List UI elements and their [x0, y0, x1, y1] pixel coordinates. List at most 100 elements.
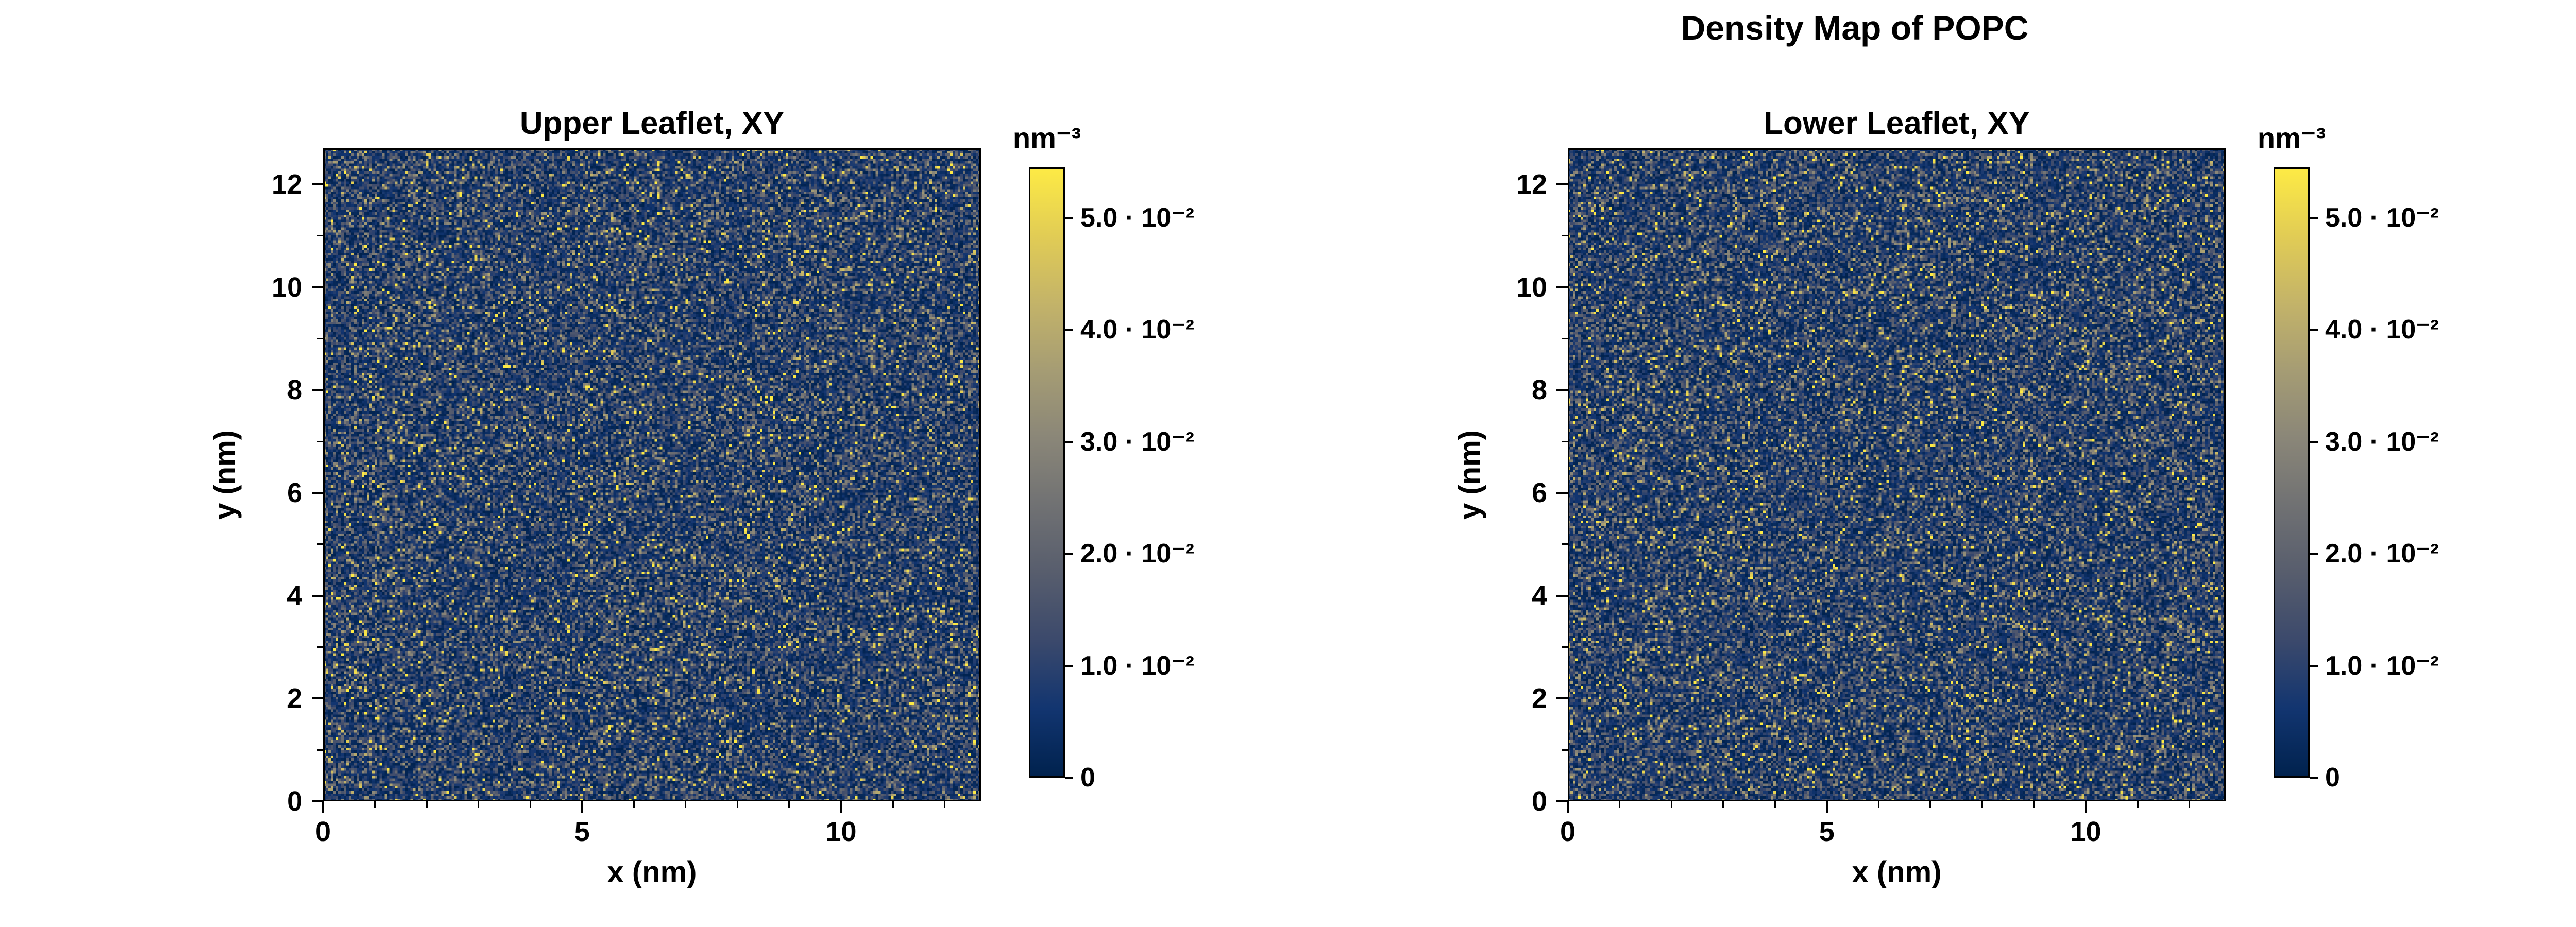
y-tick-label: 8	[1531, 374, 1547, 406]
x-tick-label: 10	[2070, 816, 2102, 847]
colorbar-tick-mark	[1065, 329, 1073, 331]
colorbar-tick-label: 5.0 · 10⁻²	[2325, 202, 2439, 233]
density-canvas-1	[1568, 148, 2226, 801]
x-minor-tick-mark	[2137, 801, 2139, 808]
y-tick-mark	[1556, 491, 1568, 494]
colorbar-tick-mark	[2310, 216, 2318, 219]
x-tick-mark	[840, 801, 842, 813]
x-minor-tick-mark	[1670, 801, 1672, 808]
y-tick-mark	[1556, 697, 1568, 700]
y-minor-tick-mark	[317, 646, 323, 648]
colorbar	[2274, 167, 2310, 778]
x-minor-tick-mark	[374, 801, 376, 808]
y-tick-mark	[312, 594, 323, 597]
x-minor-tick-mark	[736, 801, 738, 808]
y-tick-label: 4	[286, 580, 302, 611]
x-tick-mark	[322, 801, 324, 813]
colorbar-tick-mark	[2310, 553, 2318, 555]
colorbar-tick-label: 0	[2325, 763, 2340, 793]
x-tick-label: 10	[825, 816, 857, 847]
panel-title: Upper Leaflet, XY	[519, 106, 785, 141]
y-tick-label: 4	[1531, 580, 1547, 611]
y-tick-label: 12	[1516, 168, 1547, 200]
y-tick-label: 2	[286, 683, 302, 714]
y-minor-tick-mark	[1562, 235, 1568, 237]
y-tick-mark	[1556, 594, 1568, 597]
x-tick-mark	[1567, 801, 1569, 813]
y-tick-label: 12	[271, 168, 302, 200]
x-minor-tick-mark	[788, 801, 790, 808]
x-minor-tick-mark	[2033, 801, 2035, 808]
colorbar-tick-mark	[1065, 553, 1073, 555]
colorbar-tick-mark	[1065, 777, 1073, 779]
colorbar-tick-label: 5.0 · 10⁻²	[1080, 202, 1195, 233]
x-tick-mark	[581, 801, 583, 813]
x-tick-label: 5	[1819, 816, 1835, 847]
x-minor-tick-mark	[1877, 801, 1879, 808]
y-tick-mark	[312, 183, 323, 185]
y-minor-tick-mark	[1562, 646, 1568, 648]
y-tick-mark	[312, 389, 323, 391]
x-tick-label: 0	[1560, 816, 1576, 847]
y-tick-mark	[312, 697, 323, 700]
figure-suptitle: Density Map of POPC	[1681, 9, 2029, 47]
x-minor-tick-mark	[1774, 801, 1776, 808]
y-tick-label: 0	[286, 786, 302, 817]
y-minor-tick-mark	[1562, 337, 1568, 339]
y-tick-label: 8	[286, 374, 302, 406]
x-minor-tick-mark	[685, 801, 687, 808]
y-tick-label: 0	[1531, 786, 1547, 817]
x-axis-label: x (nm)	[607, 855, 697, 889]
y-tick-mark	[312, 286, 323, 288]
y-tick-label: 10	[1516, 271, 1547, 303]
y-axis-label: y (nm)	[1453, 430, 1487, 520]
y-tick-mark	[1556, 183, 1568, 185]
x-minor-tick-mark	[892, 801, 894, 808]
x-minor-tick-mark	[426, 801, 428, 808]
y-minor-tick-mark	[1562, 440, 1568, 442]
colorbar-tick-mark	[2310, 440, 2318, 443]
x-axis-label: x (nm)	[1852, 855, 1942, 889]
colorbar-tick-label: 2.0 · 10⁻²	[1080, 539, 1195, 569]
y-minor-tick-mark	[1562, 749, 1568, 751]
y-minor-tick-mark	[317, 337, 323, 339]
x-minor-tick-mark	[633, 801, 635, 808]
x-minor-tick-mark	[478, 801, 480, 808]
panel-title: Lower Leaflet, XY	[1764, 106, 2030, 141]
colorbar-unit-label: nm⁻³	[1012, 122, 1081, 154]
x-minor-tick-mark	[1981, 801, 1983, 808]
colorbar-tick-label: 4.0 · 10⁻²	[1080, 315, 1195, 345]
x-minor-tick-mark	[1619, 801, 1621, 808]
colorbar-tick-label: 3.0 · 10⁻²	[2325, 426, 2439, 457]
y-tick-label: 6	[286, 477, 302, 508]
colorbar-tick-label: 1.0 · 10⁻²	[1080, 650, 1195, 681]
x-tick-mark	[1825, 801, 1828, 813]
colorbar-tick-label: 1.0 · 10⁻²	[2325, 650, 2439, 681]
colorbar-tick-mark	[2310, 777, 2318, 779]
x-minor-tick-mark	[944, 801, 946, 808]
x-tick-label: 5	[574, 816, 590, 847]
y-tick-mark	[1556, 286, 1568, 288]
colorbar-tick-mark	[1065, 664, 1073, 667]
x-minor-tick-mark	[529, 801, 531, 808]
y-tick-label: 6	[1531, 477, 1547, 508]
colorbar-tick-mark	[2310, 664, 2318, 667]
y-tick-label: 2	[1531, 683, 1547, 714]
colorbar-unit-label: nm⁻³	[2257, 122, 2326, 154]
colorbar-tick-label: 2.0 · 10⁻²	[2325, 539, 2439, 569]
y-tick-mark	[1556, 389, 1568, 391]
colorbar-tick-label: 3.0 · 10⁻²	[1080, 426, 1195, 457]
x-tick-label: 0	[315, 816, 331, 847]
colorbar-tick-mark	[1065, 440, 1073, 443]
y-minor-tick-mark	[317, 235, 323, 237]
y-tick-label: 10	[271, 271, 302, 303]
y-minor-tick-mark	[317, 440, 323, 442]
colorbar	[1029, 167, 1065, 778]
y-axis-label: y (nm)	[208, 430, 242, 520]
colorbar-tick-mark	[1065, 216, 1073, 219]
y-tick-mark	[312, 800, 323, 802]
y-minor-tick-mark	[317, 543, 323, 545]
density-canvas-0	[323, 148, 981, 801]
y-minor-tick-mark	[317, 749, 323, 751]
